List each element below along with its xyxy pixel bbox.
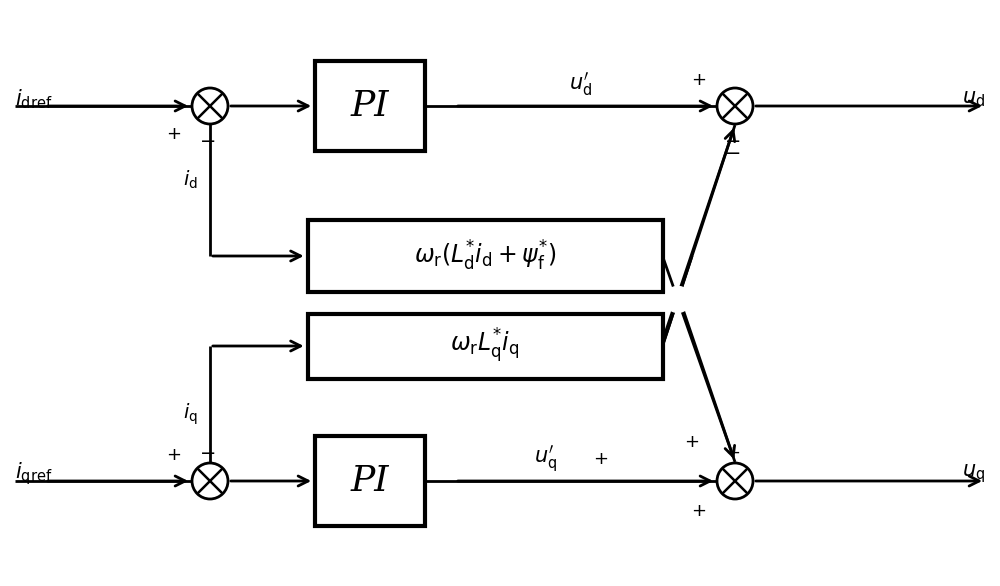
Text: +: +	[726, 444, 740, 462]
Text: −: −	[200, 131, 216, 151]
Text: +: +	[594, 450, 608, 468]
Text: $u_{\rm q}$: $u_{\rm q}$	[962, 462, 985, 485]
Text: +: +	[692, 71, 706, 89]
Text: $i_{\rm q}$: $i_{\rm q}$	[183, 402, 198, 427]
Text: −: −	[725, 144, 741, 163]
Text: −: −	[200, 444, 216, 462]
FancyBboxPatch shape	[315, 61, 425, 151]
Text: PI: PI	[351, 464, 389, 498]
Circle shape	[192, 463, 228, 499]
Text: $i_{\rm d}$: $i_{\rm d}$	[183, 169, 198, 191]
Text: +: +	[692, 502, 706, 520]
Text: $\omega_{\rm r}L^{*}_{\rm q}i_{\rm q}$: $\omega_{\rm r}L^{*}_{\rm q}i_{\rm q}$	[450, 326, 520, 365]
Text: −: −	[725, 131, 741, 151]
Text: +: +	[167, 125, 182, 143]
Circle shape	[192, 88, 228, 124]
Text: $u_{\rm q}'$: $u_{\rm q}'$	[534, 444, 558, 475]
Text: $i_{\rm qref}$: $i_{\rm qref}$	[15, 461, 53, 488]
Text: $u_{\rm d}$: $u_{\rm d}$	[962, 89, 985, 109]
Text: $i_{\rm dref}$: $i_{\rm dref}$	[15, 87, 53, 111]
FancyBboxPatch shape	[308, 220, 662, 292]
Text: PI: PI	[351, 89, 389, 123]
Text: +: +	[684, 433, 700, 451]
Text: $\omega_{\rm r}(L^{*}_{\rm d}i_{\rm d}+\psi^{*}_{\rm f})$: $\omega_{\rm r}(L^{*}_{\rm d}i_{\rm d}+\…	[414, 239, 556, 273]
Circle shape	[717, 88, 753, 124]
Text: +: +	[167, 446, 182, 464]
Circle shape	[665, 287, 691, 312]
FancyBboxPatch shape	[315, 436, 425, 526]
Circle shape	[717, 463, 753, 499]
Text: $u_{\rm d}'$: $u_{\rm d}'$	[569, 70, 593, 98]
FancyBboxPatch shape	[308, 314, 662, 379]
